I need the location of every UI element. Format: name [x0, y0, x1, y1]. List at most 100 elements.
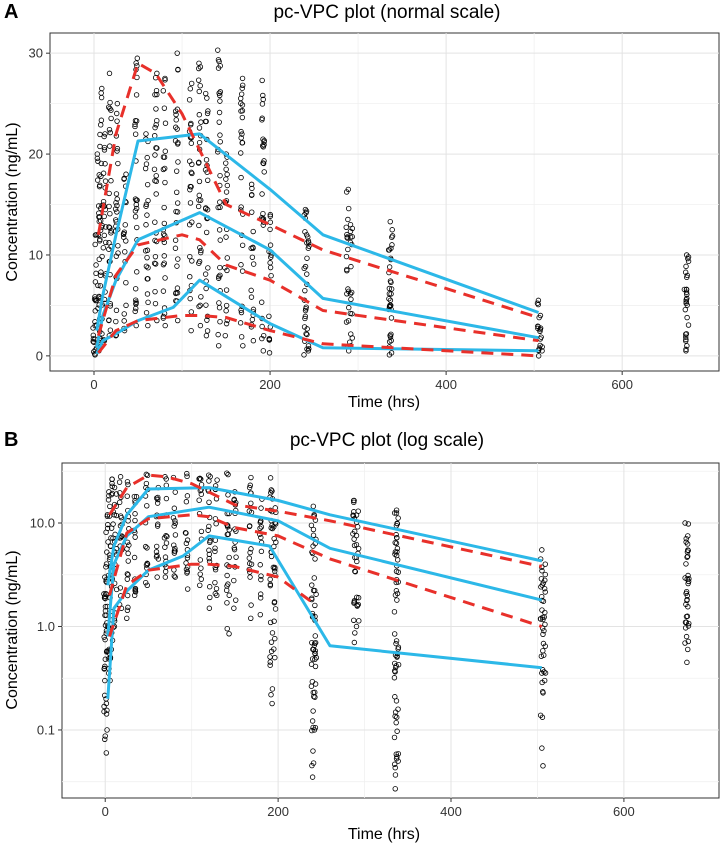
observation-point	[174, 106, 181, 112]
observation-point	[248, 192, 255, 198]
observation-point	[391, 675, 398, 681]
observation-point	[312, 556, 318, 562]
observation-point	[240, 343, 246, 349]
observation-point	[203, 118, 209, 125]
observation-point	[197, 571, 203, 577]
observation-point	[224, 171, 230, 178]
observation-point	[308, 595, 315, 601]
observation-point	[124, 615, 130, 621]
observation-point	[352, 569, 359, 575]
observation-point	[107, 143, 113, 149]
observation-point	[162, 77, 168, 83]
observation-point	[102, 656, 109, 662]
observation-point	[93, 262, 99, 268]
observation-point	[223, 176, 229, 182]
observation-point	[683, 589, 690, 595]
observation-point	[187, 186, 193, 193]
observation-point	[238, 135, 244, 141]
observation-point	[224, 600, 230, 606]
observation-point	[239, 131, 245, 137]
observation-point	[247, 523, 253, 529]
observation-point	[217, 204, 223, 211]
observation-point	[267, 581, 274, 588]
observation-point	[144, 154, 150, 161]
observation-point	[105, 539, 111, 545]
observation-point	[197, 302, 203, 309]
observation-point	[247, 574, 253, 580]
observation-point	[215, 204, 221, 211]
observation-point	[112, 206, 119, 212]
observation-point	[197, 322, 204, 329]
observation-point	[683, 633, 690, 640]
observation-point	[144, 561, 151, 567]
observation-point	[131, 554, 138, 561]
observation-point	[196, 178, 203, 185]
observation-point	[133, 205, 140, 212]
observation-point	[387, 303, 393, 309]
observation-point	[238, 128, 244, 135]
observation-point	[257, 525, 263, 531]
y-tick-label: 1.0	[37, 619, 55, 634]
observation-point	[310, 748, 316, 754]
observation-point	[542, 577, 548, 583]
observation-point	[184, 537, 191, 543]
observation-point	[267, 260, 273, 266]
observation-point	[154, 523, 161, 529]
observation-point	[132, 196, 139, 202]
observation-point	[682, 334, 689, 340]
observation-point	[113, 191, 120, 197]
observation-point	[144, 582, 150, 588]
observation-point	[162, 179, 168, 186]
observation-point	[143, 222, 149, 228]
observation-point	[302, 206, 309, 213]
observation-point	[304, 271, 310, 277]
observation-point	[304, 346, 310, 352]
observation-point	[344, 231, 350, 238]
observation-point	[223, 287, 230, 293]
observation-point	[187, 183, 193, 190]
observation-point	[144, 291, 151, 297]
observation-point	[540, 631, 546, 638]
observation-point	[152, 152, 158, 158]
observation-point	[122, 222, 128, 228]
observation-point	[257, 611, 264, 618]
observation-point	[394, 521, 401, 527]
observation-point	[213, 585, 220, 592]
observation-point	[267, 662, 273, 668]
observation-point	[115, 160, 121, 167]
observation-point	[121, 318, 127, 324]
observation-point	[388, 286, 395, 292]
observation-point	[204, 328, 211, 334]
observation-point	[188, 122, 194, 128]
observation-point	[351, 639, 358, 646]
observation-point	[272, 606, 279, 612]
observation-point	[233, 554, 239, 560]
observation-point	[163, 495, 170, 502]
observation-point	[302, 315, 308, 322]
observation-point	[117, 513, 124, 519]
observation-point	[395, 661, 402, 668]
observation-point	[248, 546, 254, 552]
observation-point	[144, 545, 150, 551]
observation-point	[353, 532, 360, 539]
observation-point	[197, 83, 203, 89]
observation-point	[102, 161, 108, 167]
observation-point	[196, 65, 202, 72]
observation-point	[309, 656, 316, 662]
observation-point	[187, 295, 193, 302]
grid-normal	[50, 33, 719, 371]
observation-point	[239, 242, 246, 248]
observation-point	[302, 229, 308, 235]
chart-title: pc-VPC plot (normal scale)	[273, 2, 500, 23]
observation-point	[98, 122, 104, 128]
observation-point	[171, 505, 178, 511]
observation-point	[206, 523, 212, 530]
observation-point	[352, 630, 358, 636]
observation-point	[174, 189, 180, 195]
observation-point	[125, 481, 131, 488]
observation-point	[393, 588, 400, 594]
observation-point	[215, 47, 221, 53]
observation-point	[346, 304, 352, 311]
observation-point	[102, 608, 109, 614]
observation-point	[304, 326, 310, 332]
